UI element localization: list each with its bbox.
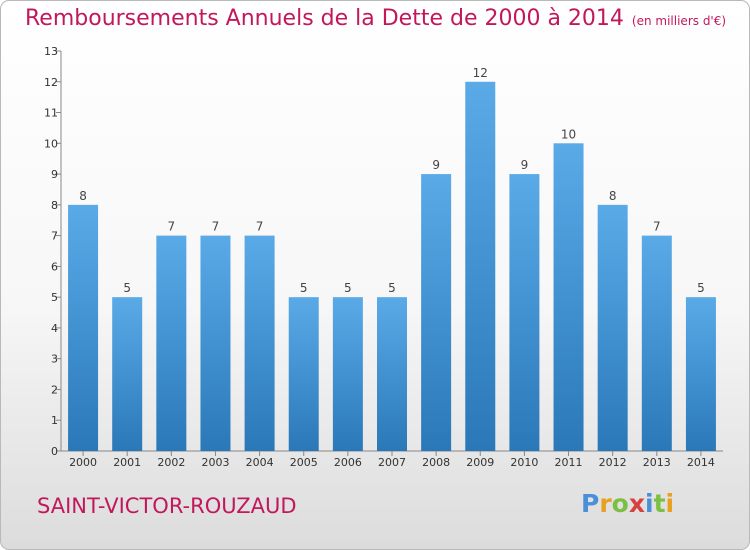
y-tick-label: 11 xyxy=(44,107,58,120)
x-tick-label: 2009 xyxy=(466,456,494,469)
x-tick-label: 2013 xyxy=(643,456,671,469)
bar-value-label: 9 xyxy=(521,158,529,172)
x-tick-label: 2005 xyxy=(290,456,318,469)
bar-value-label: 5 xyxy=(300,281,308,295)
logo-letter: x xyxy=(628,489,645,518)
bar-value-label: 7 xyxy=(212,220,220,234)
bar-value-label: 7 xyxy=(653,220,661,234)
bar-value-label: 5 xyxy=(697,281,705,295)
logo-letter: t xyxy=(653,489,666,518)
logo-letter: P xyxy=(581,489,600,518)
bar-value-label: 5 xyxy=(344,281,352,295)
logo-letter: i xyxy=(665,489,675,518)
chart-title-unit: (en milliers d'€) xyxy=(631,14,727,28)
bar xyxy=(156,235,187,451)
bar xyxy=(685,297,716,451)
chart-title-main: Remboursements Annuels de la Dette de 20… xyxy=(25,6,624,31)
y-tick-label: 1 xyxy=(51,414,58,427)
x-tick-label: 2010 xyxy=(510,456,538,469)
bar xyxy=(200,235,231,451)
y-tick-label: 2 xyxy=(51,383,58,396)
y-tick-label: 13 xyxy=(44,45,58,58)
x-tick-label: 2000 xyxy=(69,456,97,469)
bar xyxy=(377,297,407,451)
bar xyxy=(112,297,143,451)
x-tick-label: 2007 xyxy=(378,456,406,469)
bar xyxy=(332,297,363,451)
bar xyxy=(288,297,319,451)
bar xyxy=(597,204,628,451)
chart-title: Remboursements Annuels de la Dette de 20… xyxy=(25,6,726,31)
y-tick-label: 6 xyxy=(51,260,58,273)
bar xyxy=(421,174,452,452)
logo-letter: i xyxy=(645,489,654,518)
bar xyxy=(509,174,540,452)
y-tick-label: 8 xyxy=(51,199,58,212)
x-tick-label: 2001 xyxy=(113,456,141,469)
logo-letter: r xyxy=(599,489,612,518)
bar-value-label: 7 xyxy=(168,220,176,234)
proxiti-logo: Proxiti xyxy=(581,489,674,518)
x-tick-label: 2002 xyxy=(157,456,185,469)
logo-letter: o xyxy=(611,489,629,518)
bar-value-label: 10 xyxy=(561,127,576,141)
town-name: SAINT-VICTOR-ROUZAUD xyxy=(37,494,297,518)
y-tick-label: 5 xyxy=(51,291,58,304)
y-tick-label: 10 xyxy=(44,137,58,150)
bar xyxy=(465,81,496,452)
bar-value-label: 12 xyxy=(473,66,488,80)
x-tick-label: 2011 xyxy=(555,456,583,469)
bar xyxy=(641,235,672,451)
y-tick-label: 0 xyxy=(51,445,58,458)
bar-value-label: 7 xyxy=(256,220,264,234)
bar-value-label: 8 xyxy=(79,189,87,203)
bar-value-label: 9 xyxy=(432,158,440,172)
x-tick-label: 2008 xyxy=(422,456,450,469)
x-tick-label: 2003 xyxy=(201,456,229,469)
y-tick-label: 7 xyxy=(51,230,58,243)
y-tick-label: 9 xyxy=(51,168,58,181)
y-tick-label: 12 xyxy=(44,76,58,89)
bar xyxy=(68,204,99,451)
y-tick-label: 4 xyxy=(51,322,58,335)
x-tick-label: 2014 xyxy=(687,456,715,469)
bar xyxy=(553,143,584,452)
bar-value-label: 5 xyxy=(388,281,396,295)
x-tick-label: 2012 xyxy=(599,456,627,469)
x-tick-label: 2006 xyxy=(334,456,362,469)
bar-value-label: 8 xyxy=(609,189,617,203)
bar xyxy=(244,235,275,451)
x-tick-label: 2004 xyxy=(246,456,274,469)
y-tick-label: 3 xyxy=(51,353,58,366)
bar-value-label: 5 xyxy=(123,281,131,295)
